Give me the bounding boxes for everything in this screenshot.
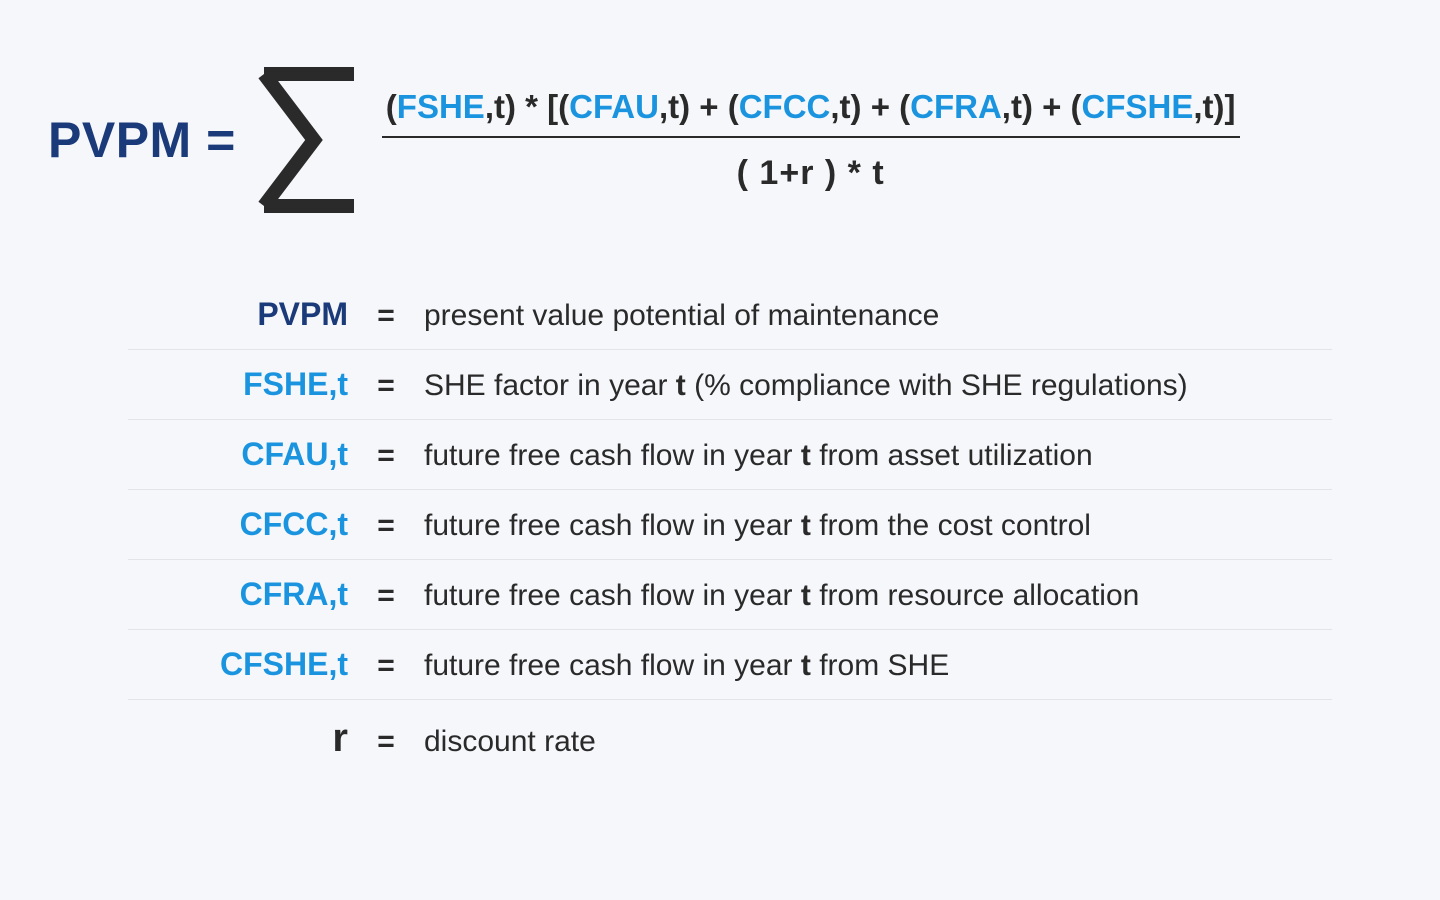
- legend-row: r = discount rate: [128, 700, 1332, 777]
- legend-table: PVPM = present value potential of mainte…: [128, 280, 1332, 777]
- legend-term: CFCC,t: [128, 506, 348, 543]
- sigma-icon: [254, 60, 364, 220]
- legend-term: PVPM: [128, 296, 348, 333]
- legend-term: CFAU,t: [128, 436, 348, 473]
- legend-def: SHE factor in year t (% compliance with …: [424, 369, 1188, 403]
- legend-term: CFRA,t: [128, 576, 348, 613]
- legend-term: r: [128, 716, 348, 761]
- equals-icon: =: [372, 725, 400, 759]
- legend-term: FSHE,t: [128, 366, 348, 403]
- legend-row: PVPM = present value potential of mainte…: [128, 280, 1332, 350]
- fraction: (FSHE,t) * [(CFAU,t) + (CFCC,t) + (CFRA,…: [382, 82, 1240, 199]
- denominator: ( 1+r ) * t: [382, 148, 1240, 199]
- legend-term: CFSHE,t: [128, 646, 348, 683]
- equals-icon: =: [372, 649, 400, 683]
- equals-icon: =: [372, 509, 400, 543]
- legend-def: present value potential of maintenance: [424, 299, 939, 333]
- legend-def: future free cash flow in year t from ass…: [424, 439, 1093, 473]
- legend-row: CFAU,t = future free cash flow in year t…: [128, 420, 1332, 490]
- legend-row: FSHE,t = SHE factor in year t (% complia…: [128, 350, 1332, 420]
- equals-icon: =: [372, 439, 400, 473]
- numerator: (FSHE,t) * [(CFAU,t) + (CFCC,t) + (CFRA,…: [382, 82, 1240, 132]
- legend-row: CFRA,t = future free cash flow in year t…: [128, 560, 1332, 630]
- legend-row: CFSHE,t = future free cash flow in year …: [128, 630, 1332, 700]
- fraction-bar: [382, 136, 1240, 138]
- equals-icon: =: [372, 299, 400, 333]
- equals-icon: =: [372, 579, 400, 613]
- legend-def: future free cash flow in year t from res…: [424, 579, 1139, 613]
- formula: PVPM = (FSHE,t) * [(CFAU,t) + (CFCC,t) +…: [48, 60, 1392, 220]
- legend-def: future free cash flow in year t from the…: [424, 509, 1091, 543]
- legend-row: CFCC,t = future free cash flow in year t…: [128, 490, 1332, 560]
- formula-lhs: PVPM =: [48, 111, 236, 169]
- legend-def: discount rate: [424, 725, 596, 759]
- legend-def: future free cash flow in year t from SHE: [424, 649, 949, 683]
- equals-icon: =: [372, 369, 400, 403]
